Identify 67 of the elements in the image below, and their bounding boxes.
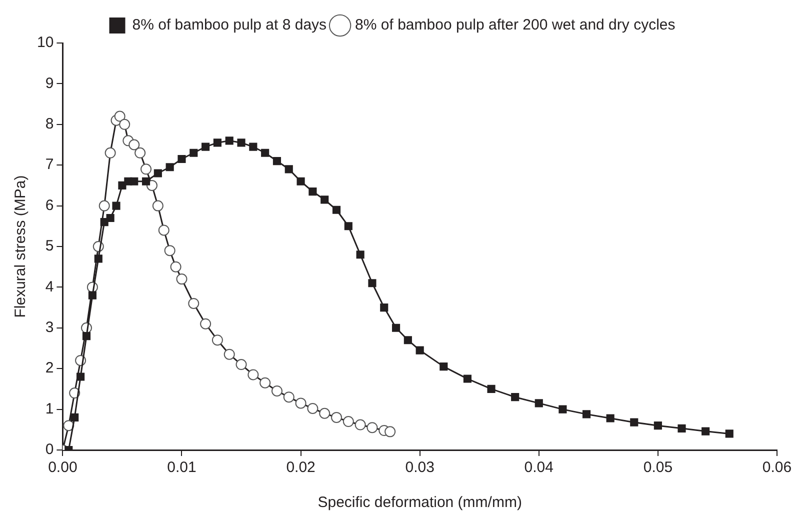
point xyxy=(76,372,85,381)
point xyxy=(178,154,186,164)
point xyxy=(130,177,138,186)
point xyxy=(392,324,400,332)
y-tick-label: 6 xyxy=(45,196,54,214)
point xyxy=(725,430,734,438)
point xyxy=(380,304,388,312)
point xyxy=(404,336,412,344)
x-tick-label: 0.03 xyxy=(405,459,434,476)
point xyxy=(344,222,352,230)
y-axis-title: Flexural stress (MPa) xyxy=(12,175,30,318)
point xyxy=(94,254,102,263)
point xyxy=(534,399,543,408)
point xyxy=(202,142,210,151)
point xyxy=(463,374,472,383)
legend-label: 8% of bamboo pulp after 200 wet and dry cycles xyxy=(355,16,676,34)
point xyxy=(440,362,448,371)
point xyxy=(487,384,496,393)
x-tick-label: 0.01 xyxy=(167,459,196,476)
point xyxy=(368,279,376,288)
y-tick-label: 10 xyxy=(36,34,54,52)
point xyxy=(82,332,91,340)
point xyxy=(272,156,282,166)
point xyxy=(142,177,150,186)
point xyxy=(558,405,567,414)
point xyxy=(702,427,710,436)
y-tick-label: 9 xyxy=(45,74,54,92)
y-tick-label: 4 xyxy=(45,278,54,296)
y-tick-label: 1 xyxy=(45,400,54,418)
point xyxy=(190,148,198,157)
x-tick-label: 0.00 xyxy=(48,459,78,476)
point xyxy=(261,148,270,157)
point xyxy=(630,418,638,426)
point xyxy=(70,413,79,422)
y-tick-label: 7 xyxy=(45,156,54,174)
point xyxy=(154,169,162,178)
point xyxy=(356,250,364,259)
point xyxy=(320,196,329,204)
point xyxy=(106,214,114,222)
x-axis-title: Specific deformation (mm/mm) xyxy=(318,494,522,512)
x-tick-label: 0.06 xyxy=(762,459,792,476)
point xyxy=(284,165,293,174)
point xyxy=(296,177,305,186)
point xyxy=(511,393,520,402)
y-tick-label: 3 xyxy=(45,319,54,336)
point xyxy=(225,136,234,145)
x-tick-label: 0.04 xyxy=(524,459,554,476)
point xyxy=(582,410,591,418)
point xyxy=(654,422,662,430)
x-tick-label: 0.05 xyxy=(643,459,673,476)
point xyxy=(112,202,120,210)
point xyxy=(237,138,246,147)
y-tick-label: 2 xyxy=(45,360,54,377)
point xyxy=(166,163,174,172)
y-tick-label: 8 xyxy=(45,116,54,133)
y-tick-label: 5 xyxy=(45,238,54,255)
point xyxy=(332,206,341,214)
point xyxy=(416,346,424,354)
point xyxy=(678,424,686,432)
x-tick-label: 0.02 xyxy=(286,459,316,476)
point xyxy=(308,188,317,196)
point xyxy=(88,291,96,300)
point xyxy=(213,138,222,147)
legend-label: 8% of bamboo pulp at 8 days xyxy=(132,16,327,34)
y-tick-label: 0 xyxy=(45,441,54,458)
point xyxy=(606,414,614,422)
point xyxy=(249,142,258,151)
